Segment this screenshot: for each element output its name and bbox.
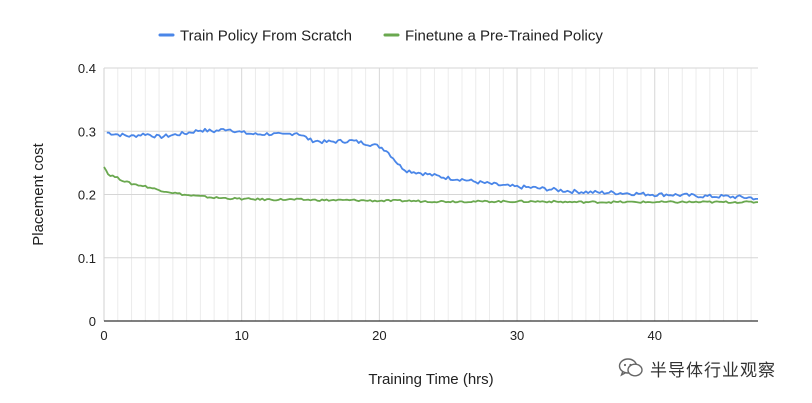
- y-tick-label: 0.1: [78, 251, 96, 266]
- x-tick-label: 10: [234, 328, 248, 343]
- legend-item: Train Policy From Scratch: [158, 28, 352, 45]
- watermark: 半导体行业观察: [618, 353, 776, 383]
- series-line: [106, 127, 758, 201]
- legend-label: Finetune a Pre-Trained Policy: [405, 28, 603, 45]
- x-tick-label: 30: [510, 328, 524, 343]
- x-tick-label: 40: [648, 328, 662, 343]
- legend: Train Policy From Scratch Finetune a Pre-…: [158, 28, 603, 45]
- y-tick-label: 0.2: [78, 188, 96, 203]
- y-tick-label: 0.3: [78, 124, 96, 139]
- y-tick-label: 0: [89, 314, 96, 329]
- series-layer: [103, 127, 759, 204]
- x-axis-title: Training Time (hrs): [368, 371, 493, 388]
- y-axis-title: Placement cost: [30, 142, 47, 245]
- watermark-text: 半导体行业观察: [650, 360, 776, 381]
- grid: [103, 67, 758, 321]
- x-tick-label: 0: [100, 328, 107, 343]
- legend-label: Train Policy From Scratch: [180, 28, 352, 45]
- y-tick-labels: 0 0.1 0.2 0.3 0.4: [78, 61, 96, 329]
- x-tick-labels: 0 10 20 30 40: [100, 328, 662, 343]
- legend-item: Finetune a Pre-Trained Policy: [383, 28, 603, 45]
- series-line: [103, 166, 759, 204]
- wechat-icon: [618, 358, 643, 377]
- x-tick-label: 20: [372, 328, 386, 343]
- y-tick-label: 0.4: [78, 61, 96, 76]
